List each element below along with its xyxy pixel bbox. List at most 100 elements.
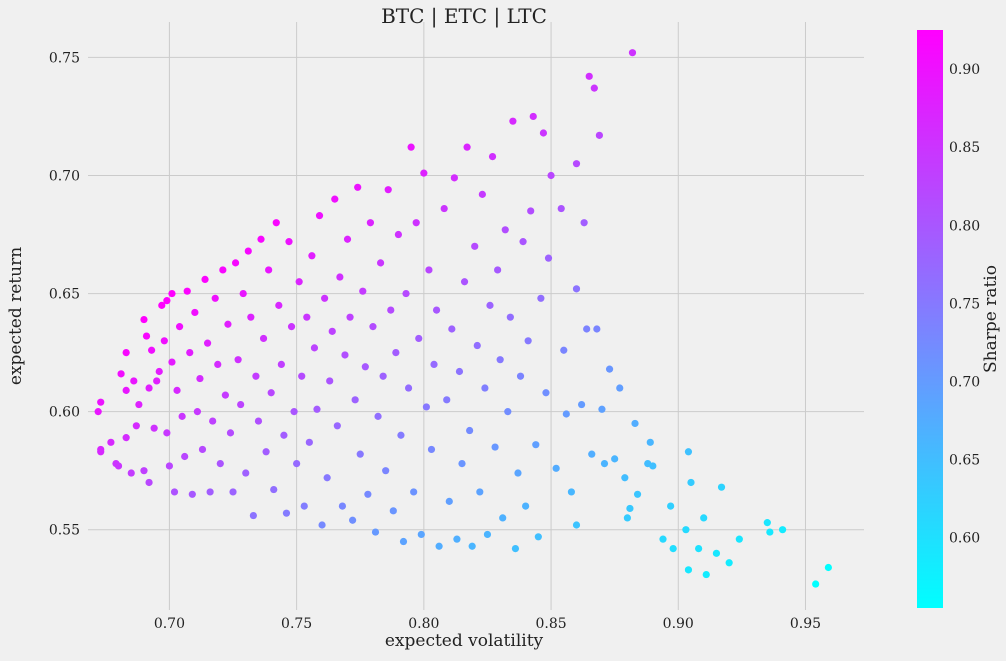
data-point [359, 287, 367, 295]
colorbar-tick-label: 0.80 [949, 218, 980, 234]
data-point [560, 346, 568, 354]
data-point [440, 204, 448, 213]
data-point [572, 521, 581, 529]
data-point [343, 235, 352, 243]
data-point [206, 488, 214, 496]
data-point [562, 410, 570, 418]
data-point [97, 398, 105, 406]
data-point [249, 511, 257, 520]
data-point [293, 459, 301, 468]
data-point [476, 488, 484, 496]
data-point [231, 259, 240, 267]
data-point [812, 580, 820, 588]
data-point [168, 289, 176, 298]
data-point [598, 405, 606, 413]
data-point [687, 478, 695, 487]
data-point [628, 49, 637, 57]
data-point [524, 337, 532, 345]
data-point [557, 204, 565, 213]
data-point [237, 400, 245, 409]
data-point [702, 570, 710, 579]
data-point [605, 365, 614, 373]
colorbar-tick-label: 0.75 [949, 296, 980, 312]
data-point [516, 372, 525, 380]
data-point [361, 363, 369, 371]
data-point [649, 462, 657, 470]
data-point [376, 259, 385, 267]
data-point [572, 285, 581, 293]
y-tick-label: 0.70 [49, 168, 80, 184]
data-point [585, 72, 593, 80]
data-point [140, 315, 148, 324]
data-point [163, 297, 171, 305]
data-point [214, 360, 222, 369]
data-point [593, 325, 601, 333]
data-point [448, 325, 456, 333]
data-point [387, 306, 395, 314]
data-point [778, 526, 787, 534]
data-point [201, 275, 209, 283]
data-point [211, 294, 219, 302]
data-point [305, 438, 313, 446]
data-point [117, 370, 125, 378]
data-point [280, 431, 288, 439]
data-point [621, 474, 629, 482]
data-point [453, 535, 461, 543]
data-point [669, 545, 677, 553]
data-point [626, 504, 634, 513]
data-point [272, 219, 280, 227]
data-point [270, 485, 278, 494]
data-point [527, 207, 535, 215]
data-point [244, 247, 252, 255]
data-point [224, 320, 232, 328]
colorbar-tick-labels: 0.60 0.65 0.70 0.75 0.80 0.85 0.90 [949, 62, 980, 547]
data-point [542, 389, 550, 397]
data-point [504, 408, 512, 416]
data-point [140, 467, 148, 475]
data-point [667, 502, 675, 510]
data-point [514, 469, 522, 477]
data-point [450, 174, 458, 182]
data-point [478, 190, 486, 198]
data-point [399, 537, 408, 546]
data-point [595, 131, 603, 139]
data-point [577, 400, 586, 409]
data-point [323, 474, 331, 482]
x-tick-label: 0.75 [281, 616, 312, 632]
data-point [427, 445, 436, 454]
data-point [460, 278, 469, 286]
data-point [684, 448, 693, 456]
data-point [107, 438, 115, 446]
data-point [114, 462, 123, 470]
data-point [145, 478, 153, 487]
data-point [402, 289, 410, 298]
data-point [308, 252, 316, 260]
data-point [356, 450, 364, 458]
data-point [522, 502, 530, 510]
x-tick-label: 0.80 [408, 616, 439, 632]
data-point [509, 117, 517, 125]
data-point [415, 334, 423, 343]
data-point [468, 542, 476, 550]
y-tick-label: 0.65 [49, 287, 80, 303]
data-point [572, 160, 581, 168]
data-point [501, 226, 509, 234]
data-point [488, 153, 497, 161]
data-point [491, 443, 499, 451]
data-point [682, 526, 690, 534]
data-point [539, 129, 548, 137]
data-point [394, 230, 402, 239]
colorbar-tick-label: 0.70 [949, 374, 980, 390]
x-tick-label: 0.85 [535, 616, 566, 632]
data-point [616, 384, 624, 392]
data-point [700, 514, 708, 522]
data-point [326, 377, 334, 385]
data-point [435, 542, 443, 550]
data-point [333, 422, 341, 430]
data-point [583, 325, 591, 333]
x-axis-label: expected volatility [385, 631, 544, 651]
data-point [631, 419, 639, 428]
data-point [257, 235, 265, 243]
data-point [712, 549, 721, 557]
data-point [145, 384, 153, 392]
